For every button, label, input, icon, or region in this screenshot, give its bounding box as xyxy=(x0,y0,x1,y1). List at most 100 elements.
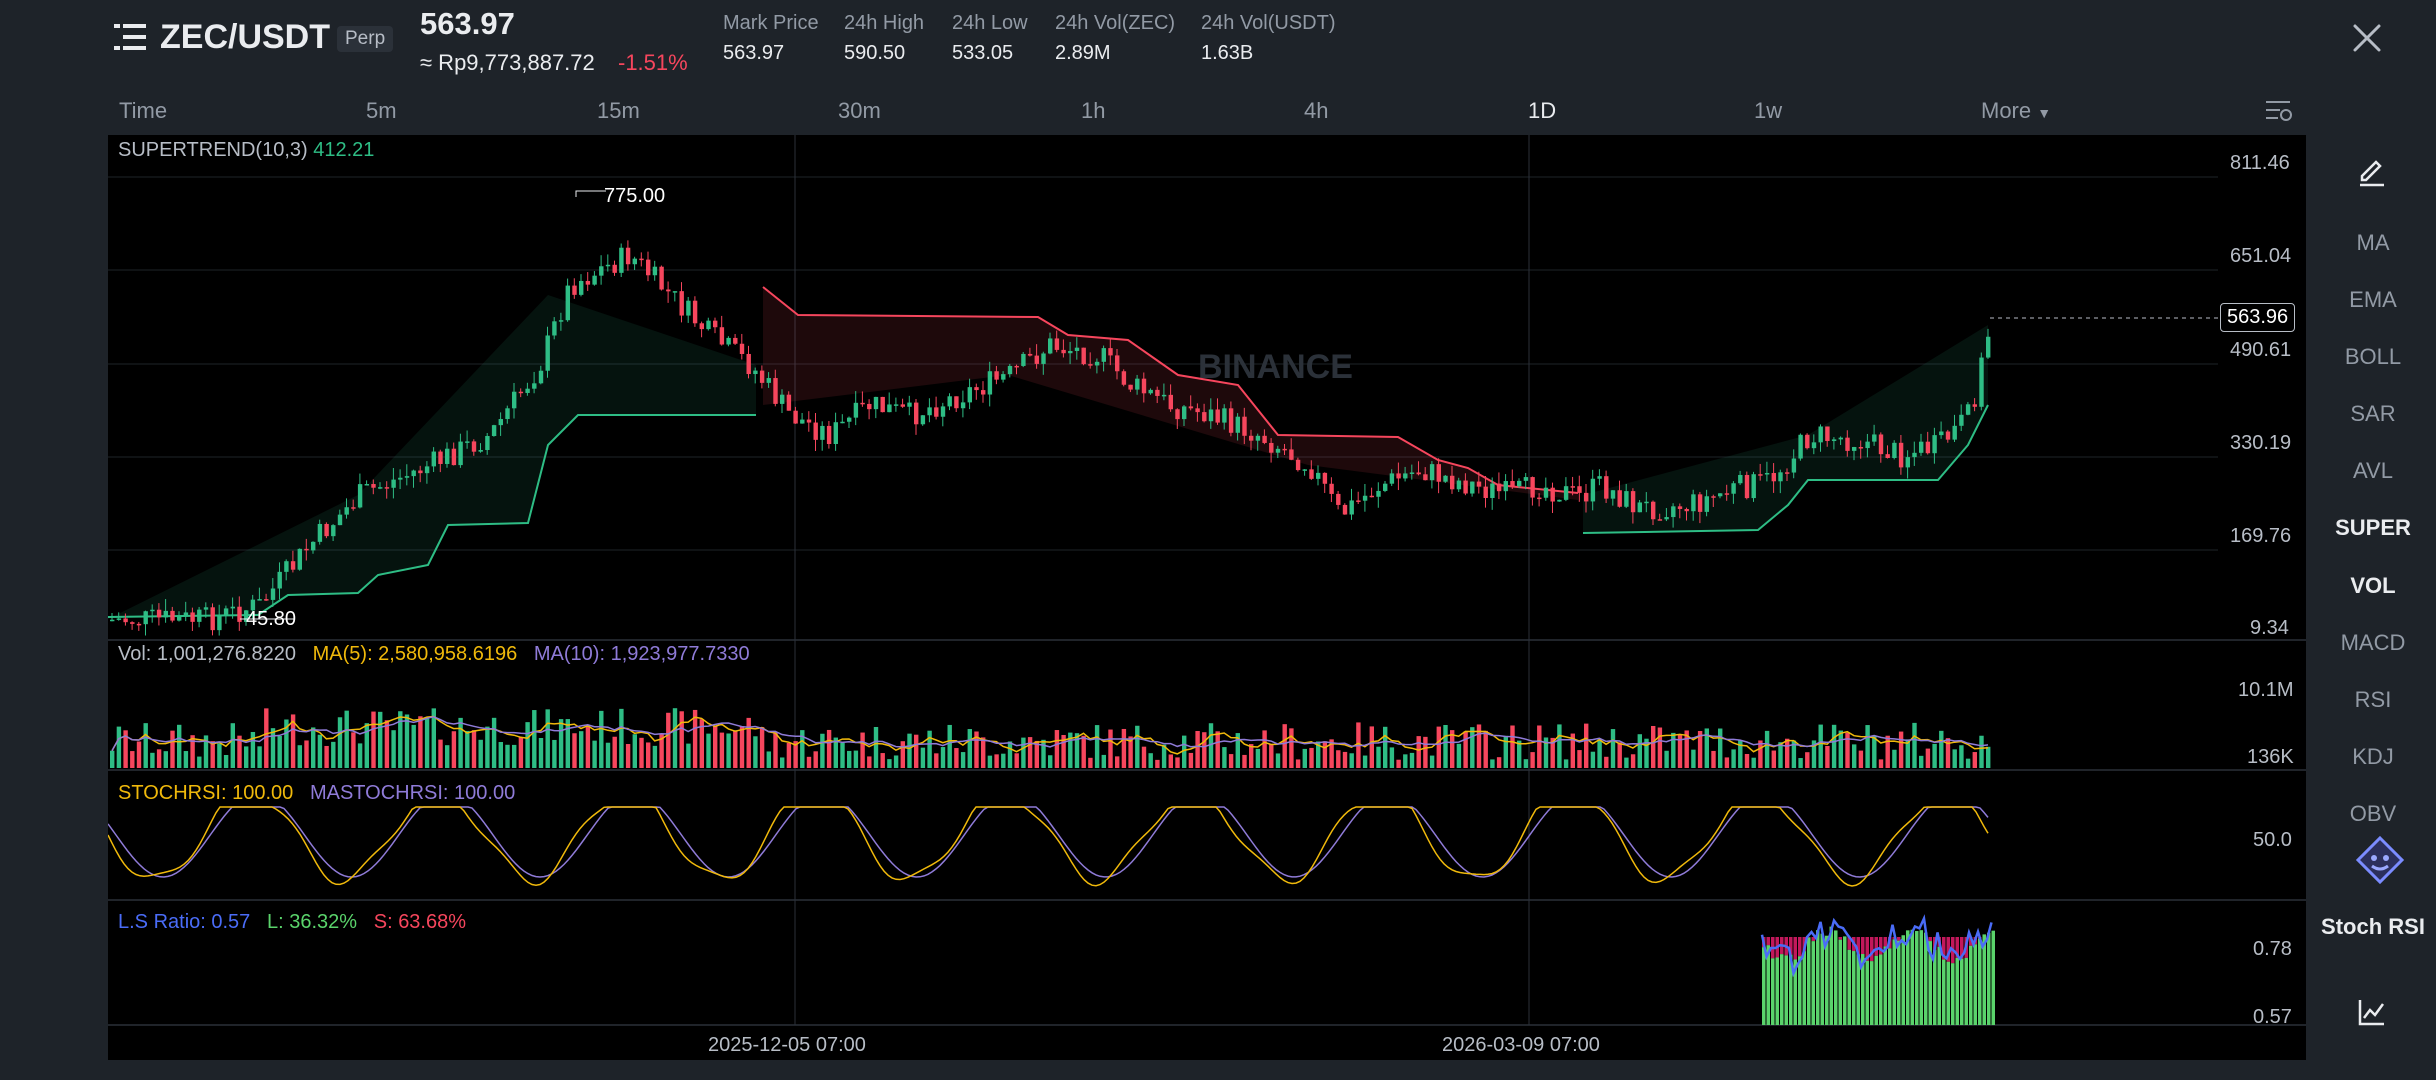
indicator-super[interactable]: SUPER xyxy=(2335,515,2411,540)
candlestick-chart[interactable]: BINANCE xyxy=(108,135,2306,1060)
volume-bar xyxy=(692,709,698,768)
indicator-boll[interactable]: BOLL xyxy=(2344,344,2402,369)
volume-bar xyxy=(1939,730,1944,768)
indicator-vol[interactable]: VOL xyxy=(2350,573,2396,598)
volume-bar xyxy=(1074,733,1080,768)
price-axis-label: 811.46 xyxy=(2230,152,2290,174)
candle xyxy=(1302,469,1307,471)
indicator-obv[interactable]: OBV xyxy=(2349,801,2397,826)
volume-bar xyxy=(1872,735,1877,768)
price-axis-label: 169.76 xyxy=(2230,525,2292,547)
volume-bar xyxy=(250,731,256,768)
volume-bar xyxy=(1892,749,1897,768)
volume-bar xyxy=(833,737,838,768)
volume-bar xyxy=(1202,732,1207,768)
line-chart-icon[interactable] xyxy=(2356,996,2388,1033)
volume-bar xyxy=(1322,741,1328,768)
volume-bar xyxy=(518,737,524,768)
tab-more-label: More xyxy=(1981,98,2032,123)
indicator-rsi[interactable]: RSI xyxy=(2354,687,2392,712)
volume-bar xyxy=(947,724,952,768)
volume-bar xyxy=(270,728,276,768)
ls-short-bar xyxy=(1969,937,1973,946)
candle xyxy=(264,599,269,601)
candle xyxy=(1282,448,1287,451)
ls-short-bar xyxy=(1870,937,1874,962)
indicator-ema[interactable]: EMA xyxy=(2349,287,2397,312)
volume-bar xyxy=(860,732,865,768)
volume-bar xyxy=(565,719,570,768)
volume-bar xyxy=(1764,730,1770,768)
robot-icon[interactable] xyxy=(2350,834,2410,891)
tab-4h[interactable]: 4h xyxy=(1304,98,1329,123)
volume-bar xyxy=(853,750,859,768)
ls-long-bar xyxy=(1766,945,1770,1025)
volume-bar xyxy=(277,735,282,768)
volume-bar xyxy=(1342,751,1348,768)
candle xyxy=(1021,353,1026,366)
tab-15m[interactable]: 15m xyxy=(597,98,640,123)
indicator-stoch-rsi[interactable]: Stoch RSI xyxy=(2321,914,2425,939)
candle xyxy=(223,608,229,615)
list-menu-icon[interactable] xyxy=(114,22,148,52)
candle xyxy=(1671,506,1676,518)
volume-bar xyxy=(1135,725,1140,768)
candle xyxy=(733,337,738,344)
pencil-icon[interactable] xyxy=(2356,156,2388,193)
volume-bar xyxy=(1336,750,1341,768)
date-axis-label: 2026-03-09 07:00 xyxy=(1442,1034,1600,1056)
candle xyxy=(1443,475,1448,482)
candle xyxy=(1738,474,1743,484)
tab-5m[interactable]: 5m xyxy=(366,98,397,123)
ls-long-bar xyxy=(1843,936,1847,1025)
candle xyxy=(679,291,684,316)
ls-long-bar xyxy=(1919,930,1923,1025)
candle xyxy=(1791,458,1797,473)
candle xyxy=(1141,378,1147,394)
volume-bar xyxy=(545,709,550,768)
candle xyxy=(1094,361,1100,366)
indicator-sar[interactable]: SAR xyxy=(2350,401,2396,426)
volume-bar xyxy=(914,734,919,768)
volume-bar xyxy=(1175,757,1180,768)
volume-bar xyxy=(672,708,678,768)
volume-bar xyxy=(1744,753,1750,768)
volume-bar xyxy=(639,737,644,768)
chart-settings-icon[interactable] xyxy=(2264,98,2294,129)
volume-bar xyxy=(1262,730,1267,768)
candle xyxy=(485,436,490,450)
candle xyxy=(585,280,591,285)
candle xyxy=(424,466,430,474)
tab-30m[interactable]: 30m xyxy=(838,98,881,123)
volume-bar xyxy=(1255,748,1261,768)
candle xyxy=(1081,347,1086,365)
ls-long-bar xyxy=(1888,948,1892,1025)
tab-time[interactable]: Time xyxy=(119,98,168,123)
chart-area[interactable]: BINANCE SUPERTREND(10,3) 412.21 Vol: 1,0… xyxy=(108,135,2306,1060)
tab-more[interactable]: More ▼ xyxy=(1981,98,2051,124)
ls-long-bar xyxy=(1820,933,1824,1025)
volume-bar xyxy=(1657,727,1663,768)
indicator-macd[interactable]: MACD xyxy=(2340,630,2406,655)
close-icon[interactable] xyxy=(2349,20,2385,56)
candle xyxy=(512,391,517,409)
volume-bar xyxy=(1677,734,1683,768)
volume-bar xyxy=(840,742,845,768)
volume-ma10-label: MA(10): 1,923,977.7330 xyxy=(533,643,750,665)
volume-bar xyxy=(1436,726,1441,768)
indicator-kdj[interactable]: KDJ xyxy=(2352,744,2394,769)
pair-title[interactable]: ZEC/USDT xyxy=(160,18,330,56)
volume-bar xyxy=(1858,750,1864,768)
indicator-ma[interactable]: MA xyxy=(2356,230,2390,255)
candle xyxy=(344,507,349,515)
volume-bar xyxy=(1027,737,1033,768)
volume-bar xyxy=(116,726,122,768)
indicator-avl[interactable]: AVL xyxy=(2353,458,2393,483)
tab-1d[interactable]: 1D xyxy=(1528,98,1557,123)
candle xyxy=(351,507,356,509)
candle xyxy=(1014,365,1019,368)
volume-bar xyxy=(170,730,175,768)
tab-1w[interactable]: 1w xyxy=(1754,98,1783,123)
candle xyxy=(411,470,416,477)
tab-1h[interactable]: 1h xyxy=(1081,98,1106,123)
